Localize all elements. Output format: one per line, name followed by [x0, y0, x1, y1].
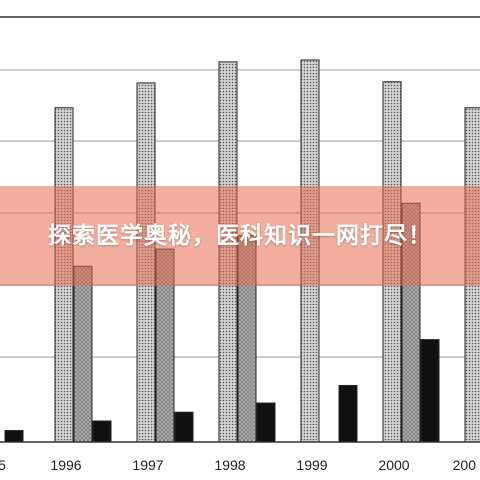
x-tick-label: 1996 [50, 457, 81, 473]
banner-text: 探索医学奥秘，医科知识一网打尽！ [48, 223, 432, 249]
x-tick-label: 5 [0, 457, 6, 473]
chart-axes [0, 16, 480, 443]
x-tick-label: 200 [453, 457, 477, 473]
bar-solid-2000 [420, 339, 440, 443]
bar-solid-1997 [174, 411, 194, 443]
x-tick-labels: 5 1996 1997 1998 1999 2000 200 [0, 457, 476, 473]
bar-solid-1996 [92, 420, 112, 443]
overlay-banner: 探索医学奥秘，医科知识一网打尽！ [0, 186, 480, 286]
x-tick-label: 2000 [378, 457, 409, 473]
bar-solid-1995 [4, 430, 24, 443]
x-tick-label: 1997 [132, 457, 163, 473]
bar-solid-1998 [256, 402, 276, 443]
x-tick-label: 1998 [214, 457, 245, 473]
x-tick-label: 1999 [296, 457, 327, 473]
bar-solid-1999 [338, 384, 358, 443]
bar-crosshatch-1996 [73, 265, 93, 443]
